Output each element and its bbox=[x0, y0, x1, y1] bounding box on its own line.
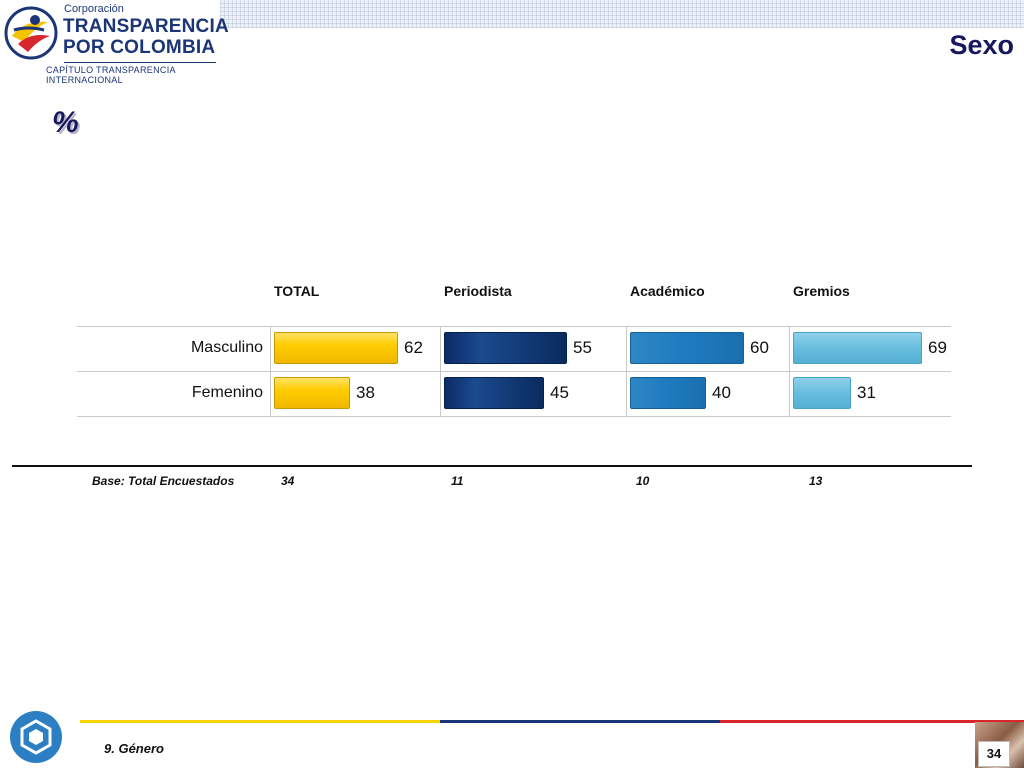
grid-vline bbox=[440, 326, 441, 417]
bar-academico-femenino bbox=[630, 377, 706, 409]
base-label: Base: Total Encuestados bbox=[92, 474, 235, 488]
base-divider bbox=[12, 465, 972, 467]
base-value-gremios: 13 bbox=[809, 474, 823, 488]
row-label-femenino: Femenino bbox=[191, 384, 263, 401]
bar-periodista-femenino bbox=[444, 377, 544, 409]
base-value-periodista: 11 bbox=[451, 474, 464, 488]
footer-stripe-blue bbox=[440, 720, 720, 723]
bar-periodista-masculino bbox=[444, 332, 567, 364]
grid-hline bbox=[77, 371, 951, 372]
bar-gremios-masculino bbox=[793, 332, 922, 364]
logo-emblem-icon bbox=[4, 6, 58, 60]
grid-hline bbox=[77, 326, 951, 327]
percent-unit-label: % bbox=[52, 106, 79, 139]
value-label-periodista-masculino: 55 bbox=[573, 338, 592, 357]
bar-total-femenino bbox=[274, 377, 350, 409]
bar-total-masculino bbox=[274, 332, 398, 364]
value-label-total-femenino: 38 bbox=[356, 383, 375, 402]
logo-chapter-text: CAPÍTULO TRANSPARENCIA INTERNACIONAL bbox=[46, 65, 176, 85]
footer-emblem-icon bbox=[10, 711, 62, 763]
grid-vline bbox=[270, 326, 271, 417]
col-header-gremios: Gremios bbox=[793, 283, 850, 299]
base-value-academico: 10 bbox=[636, 474, 650, 488]
slide-title: Sexo bbox=[949, 30, 1014, 60]
bar-academico-masculino bbox=[630, 332, 744, 364]
grid-hline bbox=[77, 416, 951, 417]
col-header-total: TOTAL bbox=[274, 283, 320, 299]
value-label-gremios-femenino: 31 bbox=[857, 383, 876, 402]
col-header-academico: Académico bbox=[630, 283, 705, 299]
value-label-academico-femenino: 40 bbox=[712, 383, 731, 402]
bar-gremios-femenino bbox=[793, 377, 851, 409]
transparencia-logo: Corporación TRANSPARENCIA POR COLOMBIA C… bbox=[0, 0, 229, 85]
page-number: 34 bbox=[978, 741, 1010, 767]
value-label-academico-masculino: 60 bbox=[750, 338, 769, 357]
base-value-total: 34 bbox=[281, 474, 295, 488]
value-label-gremios-masculino: 69 bbox=[928, 338, 947, 357]
grid-vline bbox=[789, 326, 790, 417]
logo-corporacion-text: Corporación bbox=[64, 3, 124, 15]
grid-vline bbox=[626, 326, 627, 417]
footer-stripe-yellow bbox=[80, 720, 440, 723]
row-label-masculino: Masculino bbox=[190, 339, 263, 356]
logo-rule bbox=[64, 62, 216, 63]
logo-name-line1: TRANSPARENCIA bbox=[63, 16, 229, 37]
footer-stripe-red bbox=[720, 720, 1024, 723]
col-header-periodista: Periodista bbox=[444, 283, 512, 299]
header-pattern-band bbox=[220, 0, 1024, 28]
logo-name-line2: POR COLOMBIA bbox=[63, 37, 216, 58]
value-label-periodista-femenino: 45 bbox=[550, 383, 569, 402]
footer-note: 9. Género bbox=[104, 741, 164, 756]
value-label-total-masculino: 62 bbox=[404, 338, 423, 357]
